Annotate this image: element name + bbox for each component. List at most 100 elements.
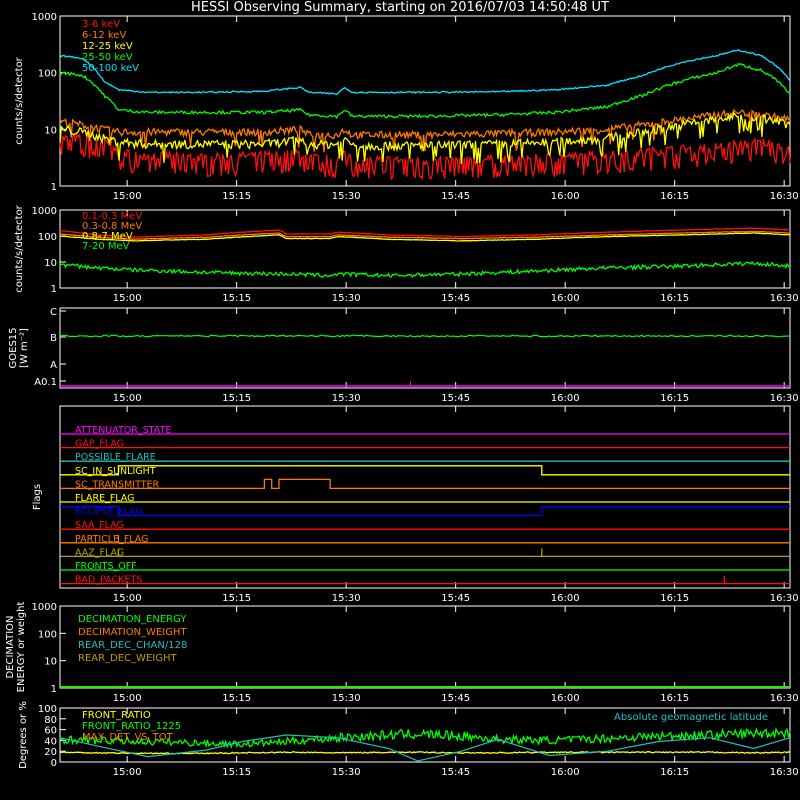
flag-label: SAA_FLAG — [75, 520, 124, 531]
y-tick-label: B — [50, 333, 57, 344]
x-tick-label: 16:15 — [660, 191, 689, 202]
x-tick-label: 15:30 — [332, 767, 361, 778]
flag-label: FLARE_FLAG — [75, 493, 135, 504]
series-50-100 keV — [59, 49, 791, 96]
x-tick-label: 15:30 — [332, 191, 361, 202]
y-tick-label: 1000 — [32, 602, 57, 613]
x-tick-label: 15:45 — [441, 393, 470, 404]
series-6-12 keV — [59, 108, 791, 153]
legend-entry: 3-6 keV — [82, 19, 120, 30]
series-FRONT_RATIO_1225 — [59, 727, 791, 749]
y-axis-label: counts/s/detector — [14, 56, 25, 144]
plot-frame — [59, 405, 791, 589]
y-axis-label: Degrees or % — [18, 701, 29, 769]
y-tick-label: 1 — [51, 684, 57, 695]
legend-entry: 6-12 keV — [82, 30, 126, 41]
plot-frame — [59, 209, 791, 289]
y-tick-label: 1 — [51, 284, 57, 295]
series-12-25 keV — [59, 111, 791, 164]
legend-entry: 7-20 MeV — [82, 241, 130, 252]
panel-counts-high-energy: 15:00 15:15 15:30 15:45 16:00 16:15 16:30 1 10 10… — [14, 204, 799, 304]
x-tick-label: 15:45 — [441, 593, 470, 604]
annotation: Absolute geomagnetic latitude — [614, 712, 768, 723]
legend-entry: 0.8-7 MeV — [82, 231, 133, 242]
y-axis-label: DECIMATION — [5, 615, 16, 678]
panel-flags: 15:00 15:15 15:30 15:45 16:00 16:15 16:30 Flags… — [32, 405, 799, 604]
x-tick-label: 15:30 — [332, 393, 361, 404]
flag-label: PARTICLE_FLAG — [75, 534, 148, 545]
panel-ratios: 15:00 15:15 15:30 15:45 16:00 16:15 16:30 02040… — [18, 701, 799, 778]
series-0.3-0.8 MeV — [60, 230, 791, 240]
x-tick-label: 16:00 — [551, 593, 580, 604]
y-tick-label: 20 — [44, 747, 57, 758]
legend-entry: 12-25 keV — [82, 41, 133, 52]
x-tick-label: 15:00 — [113, 393, 142, 404]
x-tick-label: 16:30 — [770, 393, 799, 404]
x-tick-label: 15:45 — [441, 693, 470, 704]
x-tick-label: 15:30 — [332, 693, 361, 704]
x-tick-label: 16:15 — [660, 293, 689, 304]
x-tick-label: 16:00 — [551, 293, 580, 304]
series-3-6 keV — [59, 132, 791, 181]
flag-line — [60, 465, 790, 476]
y-tick-label: 100 — [38, 704, 57, 715]
x-tick-label: 16:30 — [770, 767, 799, 778]
x-tick-label: 16:30 — [770, 191, 799, 202]
flag-label: ATTENUATOR_STATE — [75, 425, 171, 436]
series-goes15 — [59, 334, 791, 338]
series-0.8-7 MeV — [59, 232, 791, 242]
y-tick-label: 10 — [44, 657, 57, 668]
legend-entry: FRONT_RATIO — [82, 710, 151, 721]
flag-label: POSSIBLE_FLARE — [75, 452, 156, 463]
x-tick-label: 15:30 — [332, 293, 361, 304]
legend-entry: DECIMATION_ENERGY — [78, 614, 187, 625]
x-tick-label: 16:30 — [770, 293, 799, 304]
panel-goes15: 15:00 15:15 15:30 15:45 16:00 16:15 16:30 A0.1 A… — [8, 307, 799, 404]
y-tick-label: 100 — [38, 629, 57, 640]
x-tick-label: 16:30 — [770, 593, 799, 604]
x-tick-label: 15:15 — [222, 191, 251, 202]
flag-line — [60, 478, 790, 490]
y-tick-label: A — [50, 360, 57, 371]
x-tick-label: 16:15 — [660, 693, 689, 704]
series-geomagnetic-latitude — [59, 734, 791, 762]
y-axis-label: Flags — [32, 484, 43, 510]
page-title: HESSI Observing Summary, starting on 201… — [191, 0, 609, 15]
y-axis-label: counts/s/detector — [14, 204, 25, 292]
x-tick-label: 15:45 — [441, 293, 470, 304]
y-tick-label: 1 — [51, 182, 57, 193]
flag-label: ECLIPSE_FLAG — [75, 507, 143, 518]
x-tick-label: 15:00 — [113, 191, 142, 202]
legend-entry: 0.1-0.3 MeV — [82, 211, 142, 222]
panel-decimation: 15:00 15:15 15:30 15:45 16:00 16:15 16:30 1 10 10… — [5, 602, 799, 704]
plot-frame — [59, 707, 791, 763]
y-tick-label: 0 — [51, 758, 57, 769]
x-tick-label: 15:15 — [222, 393, 251, 404]
legend-entry: 25-50 keV — [82, 52, 133, 63]
x-tick-label: 15:00 — [113, 693, 142, 704]
plot-frame — [59, 605, 791, 689]
series-25-50 keV — [59, 62, 791, 120]
plot-frame — [59, 307, 791, 389]
flag-label: GAP_FLAG — [75, 439, 124, 450]
y-tick-label: 100 — [38, 69, 57, 80]
flag-label: FRONTS_OFF — [75, 561, 137, 572]
x-tick-label: 15:00 — [113, 293, 142, 304]
x-tick-label: 16:00 — [551, 393, 580, 404]
y-tick-label: 80 — [44, 715, 57, 726]
legend-entry: REAR_DEC_CHAN/128 — [78, 640, 187, 651]
flag-label: BAD_PACKETS — [75, 575, 142, 586]
flag-label: AAZ_FLAG — [75, 547, 124, 558]
y-tick-label: 60 — [44, 726, 57, 737]
x-tick-label: 15:15 — [222, 693, 251, 704]
x-tick-label: 16:00 — [551, 767, 580, 778]
x-tick-label: 15:15 — [222, 293, 251, 304]
legend-entry: DECIMATION_WEIGHT — [78, 627, 187, 638]
x-tick-label: 16:00 — [551, 693, 580, 704]
y-tick-label: A0.1 — [34, 377, 57, 388]
y-tick-label: 10 — [44, 258, 57, 269]
legend-entry: MAX_DET_VS_TOT — [82, 732, 174, 743]
legend-entry: FRONT_RATIO_1225 — [82, 721, 181, 732]
x-tick-label: 15:15 — [222, 593, 251, 604]
